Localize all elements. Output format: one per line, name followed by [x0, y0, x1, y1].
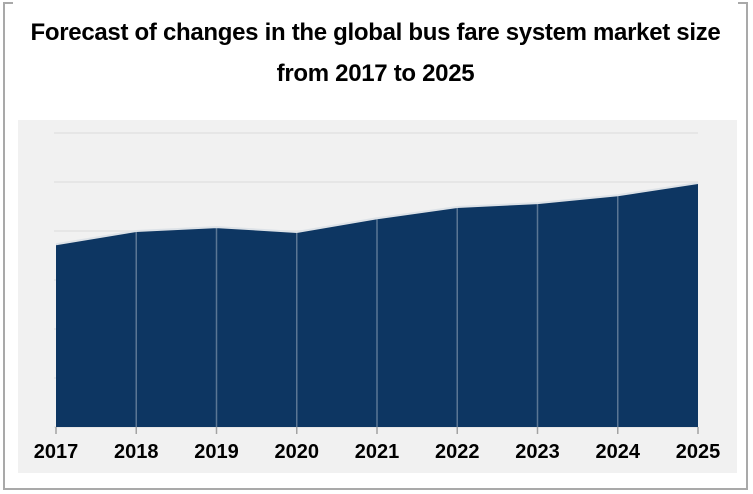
chart-title: Forecast of changes in the global bus fa…	[5, 12, 746, 94]
x-axis-label: 2023	[515, 441, 560, 463]
x-axis-label: 2024	[595, 441, 641, 463]
frame-top-cover	[13, 2, 738, 6]
x-axis-label: 2017	[33, 441, 79, 463]
chart-title-line2: from 2017 to 2025	[276, 60, 475, 87]
x-axis-label: 2021	[354, 441, 400, 463]
x-axis-label: 2025	[675, 441, 721, 463]
area-top-edge	[55, 181, 699, 246]
area-chart	[54, 132, 699, 434]
area-series	[56, 182, 698, 427]
plot-area: 2017 2018 2019 2020 2021 2022 2023 2024 2025	[18, 120, 737, 473]
x-axis-label: 2019	[194, 441, 239, 463]
chart-title-line1: Forecast of changes in the global bus fa…	[30, 19, 721, 46]
x-axis-label: 2018	[114, 441, 159, 463]
x-axis-label: 2020	[274, 441, 320, 463]
x-axis-label: 2022	[435, 441, 480, 463]
chart-frame: Forecast of changes in the global bus fa…	[3, 2, 748, 490]
